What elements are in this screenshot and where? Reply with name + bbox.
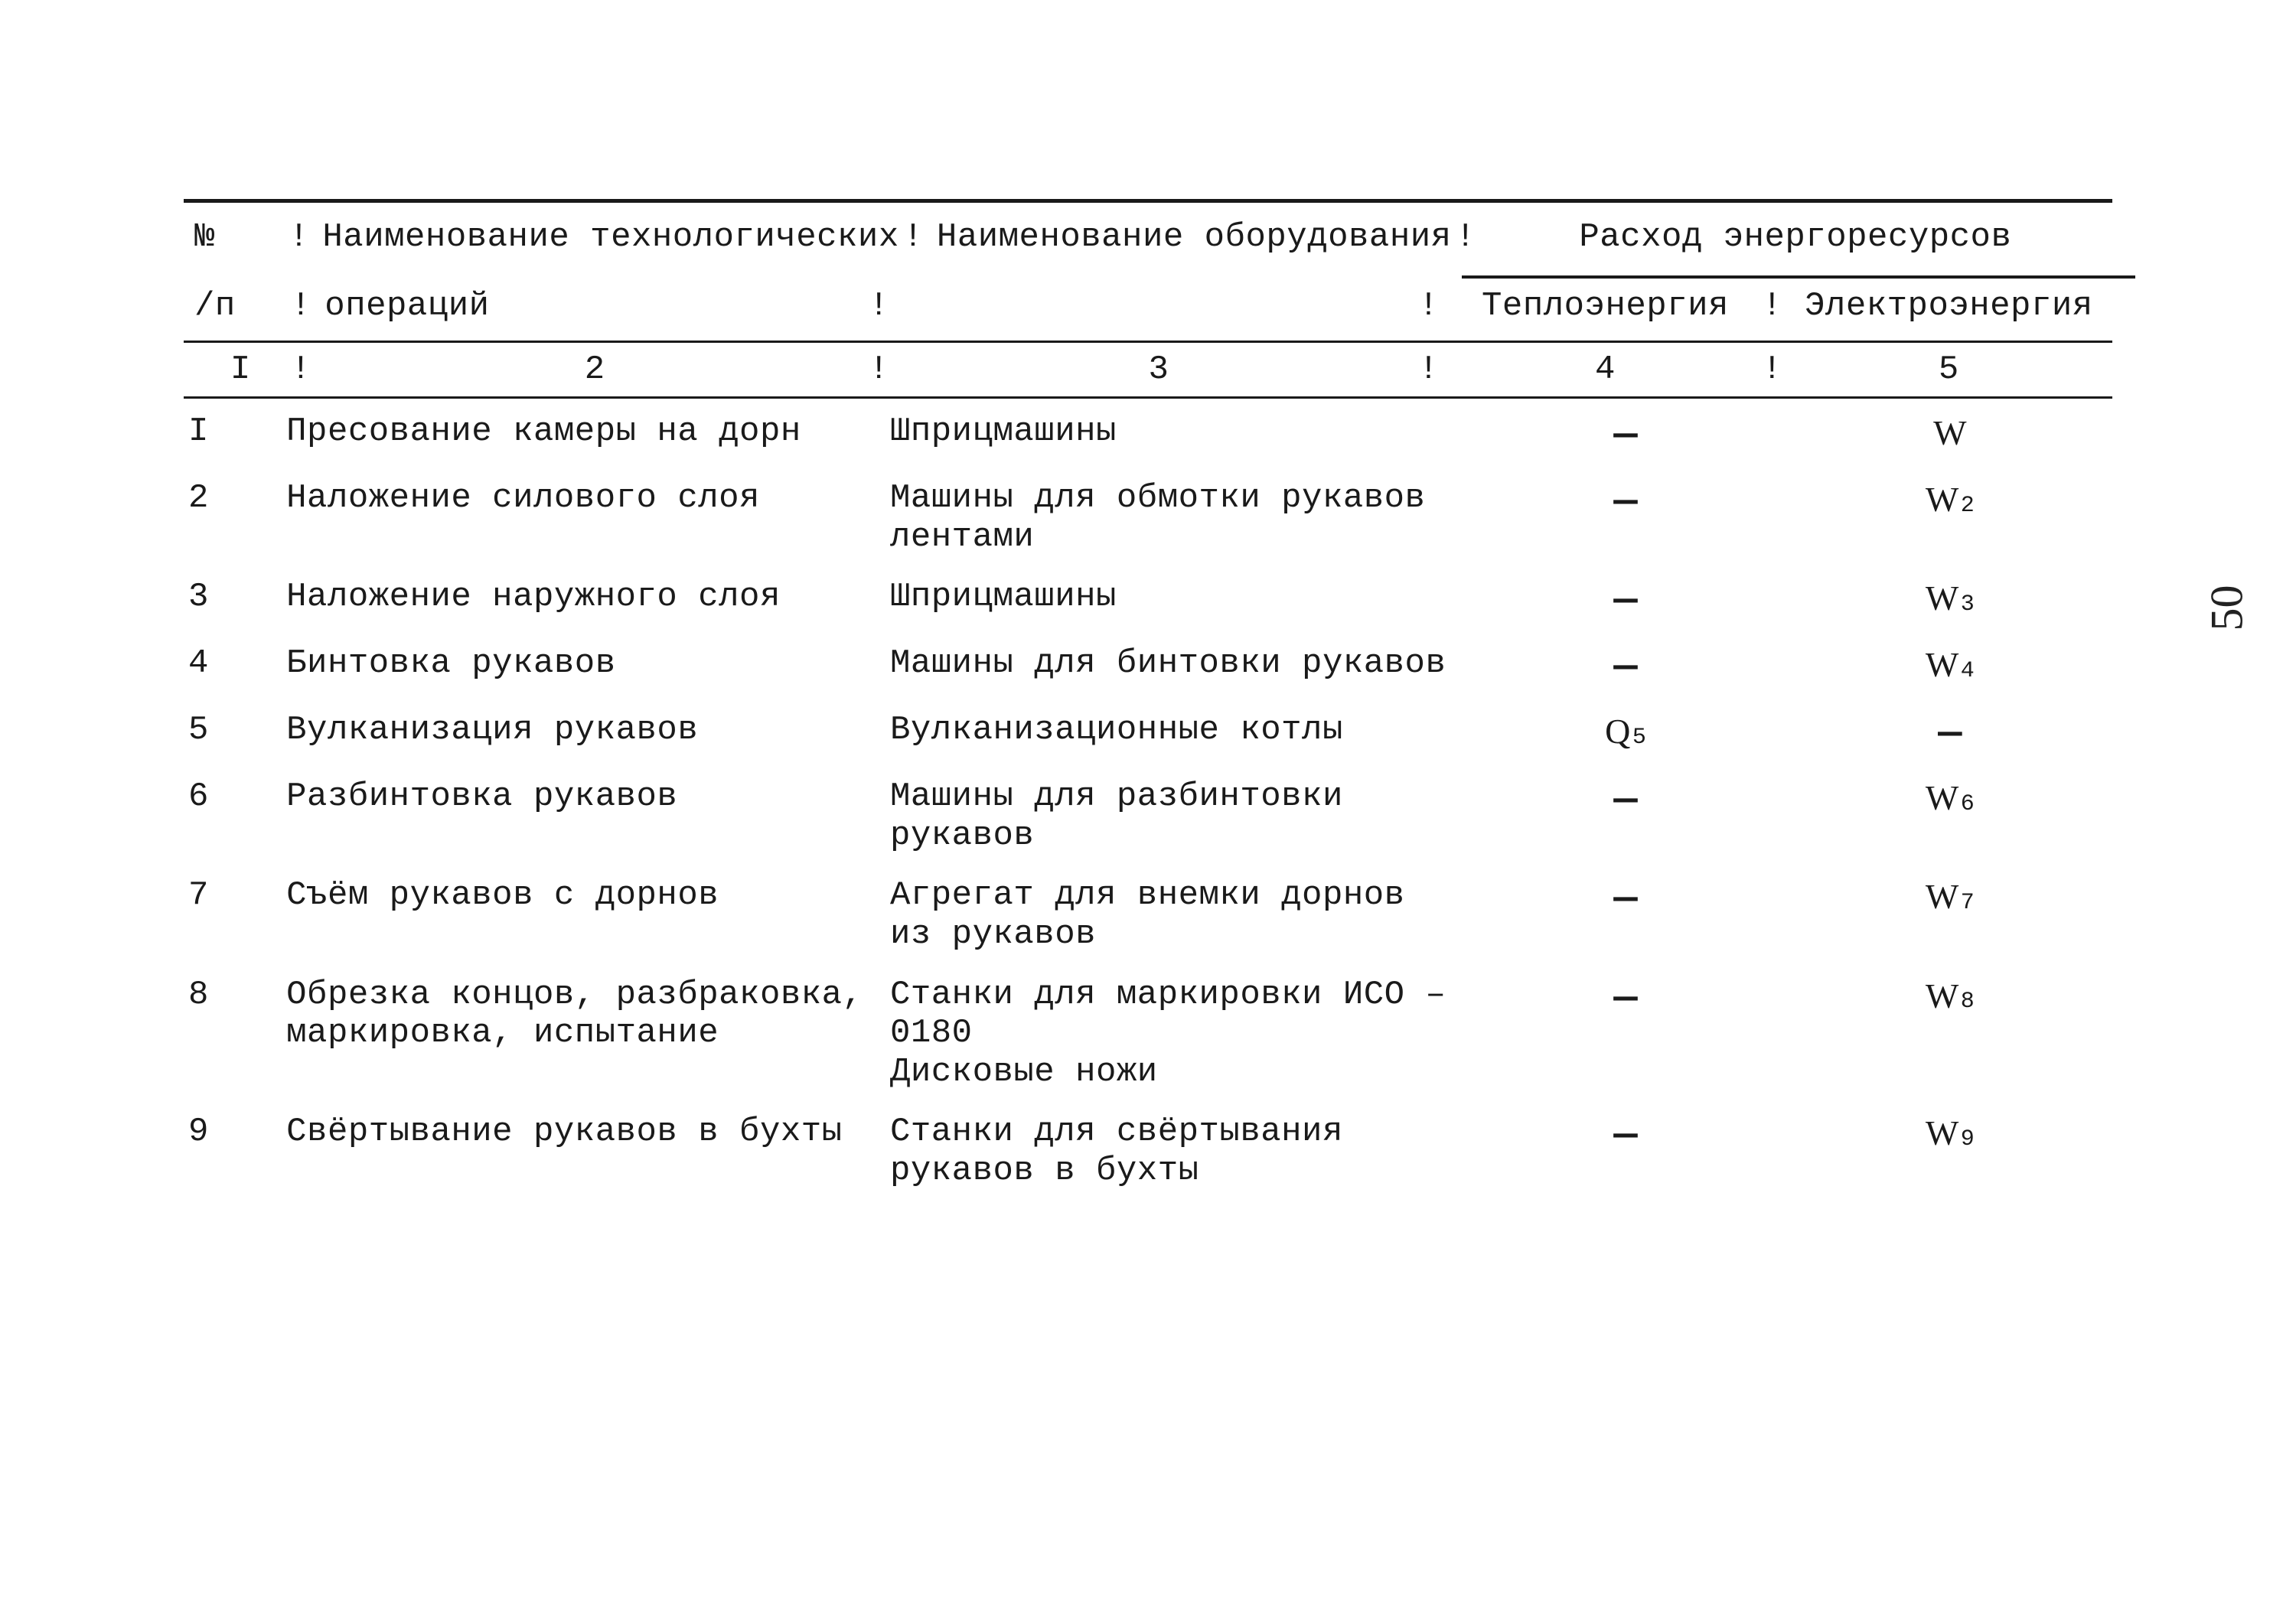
cell-heat: — [1463,578,1788,623]
cell-n: 9 [184,1113,286,1151]
cell-heat: — [1463,412,1788,458]
table-row: 8Обрезка концов, разбраковка, маркировка… [184,968,2112,1106]
table-row: 9Свёртывание рукавов в бухтыСтанки для с… [184,1105,2112,1204]
col-sep [1463,203,1479,272]
cell-n: 2 [184,479,286,517]
cell-heat: Q5 [1463,711,1788,751]
table-row: 4Бинтовка рукавовМашины для бинтовки рук… [184,637,2112,703]
cell-n: 6 [184,777,286,816]
col-sep [298,343,315,396]
cell-elec: W9 [1788,1113,2112,1153]
cell-equipment: Машины для обмотки рукавов лентами [890,479,1463,556]
header-n-2: /п [184,272,298,341]
header-op-2: операций [314,272,876,341]
cell-operation: Вулканизация рукавов [286,711,890,750]
cell-n: 7 [184,876,286,914]
colnum-3: 3 [892,343,1426,396]
cell-heat: — [1463,1113,1788,1158]
table-header: № Наименование технологических Наименова… [184,203,2112,341]
cell-elec: W3 [1788,578,2112,618]
cell-operation: Разбинтовка рукавов [286,777,890,816]
colnum-5: 5 [1786,343,2112,396]
cell-n: 4 [184,644,286,683]
cell-operation: Наложение силового слоя [286,479,890,518]
col-sep [876,343,892,396]
cell-equipment: Вулканизационные котлы [890,711,1463,750]
cell-operation: Съём рукавов с дорнов [286,876,890,915]
cell-elec: W2 [1788,479,2112,520]
header-n-1: № [184,203,295,272]
table-row: 7Съём рукавов с дорновАгрегат для внемки… [184,869,2112,967]
page: { "table": { "type": "table", "backgroun… [0,0,2296,1623]
cell-equipment: Агрегат для внемки дорнов из рукавов [890,876,1463,953]
colnum-1: I [184,343,298,396]
header-eq-1: Наименование оборудования [926,203,1463,272]
table-row: 6Разбинтовка рукавовМашины для разбинтов… [184,770,2112,869]
header-heat: Теплоэнергия [1442,272,1769,341]
header-energy-group: Расход энергоресурсов [1479,203,2112,272]
col-sep [1425,343,1442,396]
col-sep [295,203,311,272]
cell-operation: Бинтовка рукавов [286,644,890,683]
header-eq-2 [892,272,1426,341]
colnum-2: 2 [314,343,876,396]
header-group-rule [1462,275,2135,279]
cell-operation: Наложение наружного слоя [286,578,890,617]
cell-elec: W4 [1788,644,2112,685]
cell-heat: — [1463,777,1788,823]
colnum-4: 4 [1442,343,1769,396]
table-row: 3Наложение наружного слояШприцмашины—W3 [184,570,2112,637]
cell-heat: — [1463,976,1788,1021]
cell-equipment: Станки для свёртывания рукавов в бухты [890,1113,1463,1190]
header-elec: Электроэнергия [1786,272,2112,341]
cell-operation: Пресование камеры на дорн [286,412,890,451]
page-number-margin: 50 [2201,585,2254,631]
cell-equipment: Шприцмашины [890,578,1463,617]
cell-heat: — [1463,479,1788,524]
cell-operation: Обрезка концов, разбраковка, маркировка,… [286,976,890,1053]
col-sep [1769,272,1786,341]
table-row: 2Наложение силового слояМашины для обмот… [184,471,2112,570]
col-sep [298,272,315,341]
cell-n: I [184,412,286,451]
colnum-bottom-rule [184,396,2112,399]
cell-equipment: Машины для бинтовки рукавов [890,644,1463,683]
cell-operation: Свёртывание рукавов в бухты [286,1113,890,1152]
cell-elec: — [1788,711,2112,756]
cell-equipment: Машины для разбинтовки рукавов [890,777,1463,855]
cell-n: 5 [184,711,286,749]
cell-elec: W [1788,412,2112,453]
cell-elec: W7 [1788,876,2112,917]
col-sep [876,272,892,341]
cell-n: 8 [184,976,286,1014]
cell-heat: — [1463,876,1788,921]
table-body: IПресование камеры на дорнШприцмашины—W2… [184,405,2112,1204]
table-row: 5Вулканизация рукавовВулканизационные ко… [184,703,2112,770]
col-sep [1425,272,1442,341]
col-sep [910,203,926,272]
cell-n: 3 [184,578,286,616]
cell-equipment: Шприцмашины [890,412,1463,451]
cell-elec: W8 [1788,976,2112,1016]
cell-equipment: Станки для маркировки ИСО – 0180 Дисковы… [890,976,1463,1092]
header-row-2: /п операций Теплоэнергия Электроэнергия [184,272,2112,341]
column-number-row: I 2 3 4 5 [184,343,2112,396]
header-op-1: Наименование технологических [311,203,909,272]
col-sep [1769,343,1786,396]
header-row-1: № Наименование технологических Наименова… [184,203,2112,272]
cell-elec: W6 [1788,777,2112,818]
table-row: IПресование камеры на дорнШприцмашины—W [184,405,2112,471]
cell-heat: — [1463,644,1788,689]
technology-table: № Наименование технологических Наименова… [184,199,2112,1204]
